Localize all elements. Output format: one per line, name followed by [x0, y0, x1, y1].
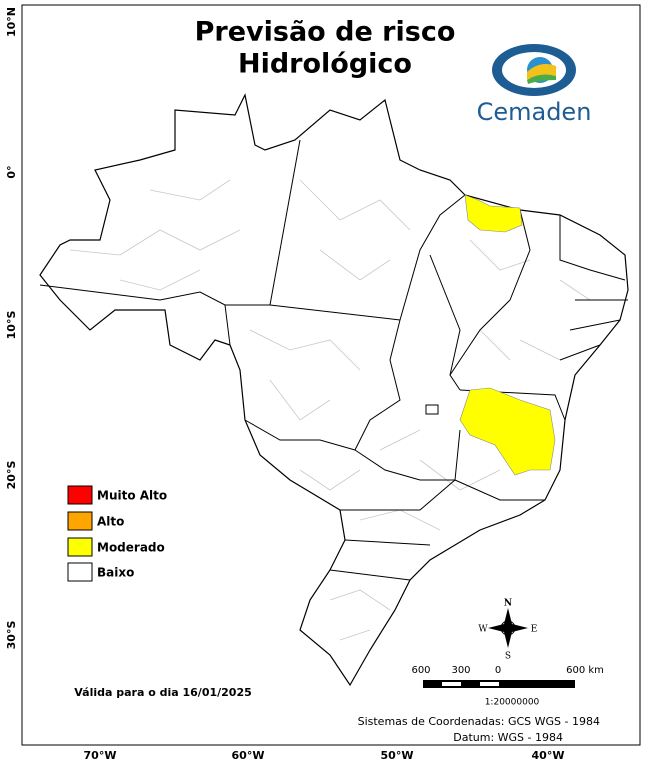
validity-date: Válida para o dia 16/01/2025 — [74, 686, 252, 699]
lat-label: 30°S — [5, 621, 18, 650]
scale-label: 600 — [411, 665, 430, 676]
logo: Cemaden — [477, 44, 592, 126]
compass-label: W — [478, 625, 488, 635]
logo-text: Cemaden — [477, 98, 592, 126]
footer-line: Sistemas de Coordenadas: GCS WGS - 1984 — [358, 715, 600, 728]
lat-label: 10°S — [5, 311, 18, 340]
state-boundaries — [39, 139, 628, 581]
lat-label: 10°N — [5, 7, 18, 37]
axis-labels: 10°N 0° 10°S 20°S 30°S 70°W 60°W 50°W 40… — [5, 7, 564, 762]
legend-label: Moderado — [97, 541, 165, 555]
lat-label: 20°S — [5, 461, 18, 490]
compass-label: N — [504, 599, 512, 609]
legend: Muito Alto Alto Moderado Baixo — [67, 485, 167, 582]
lon-label: 40°W — [532, 749, 565, 762]
legend-swatch — [67, 562, 93, 582]
footer-line: Datum: WGS - 1984 — [453, 731, 563, 744]
lon-label: 60°W — [232, 749, 265, 762]
legend-label: Baixo — [97, 566, 134, 580]
risk-region — [459, 387, 556, 476]
scale-bar: 600 300 0 600 km 1:20000000 — [411, 665, 603, 708]
title-line: Hidrológico — [238, 49, 412, 80]
legend-swatch — [67, 537, 93, 557]
compass: N S E W — [478, 599, 537, 662]
scale-label: 0 — [495, 665, 501, 676]
lon-label: 50°W — [381, 749, 414, 762]
scale-label: 300 — [451, 665, 470, 676]
legend-swatch — [67, 485, 93, 505]
legend-label: Alto — [97, 515, 124, 529]
lat-label: 0° — [5, 165, 18, 178]
risk-region — [464, 194, 523, 233]
legend-label: Muito Alto — [97, 489, 167, 503]
lon-label: 70°W — [84, 749, 117, 762]
scale-label: 600 km — [566, 665, 604, 676]
compass-label: S — [505, 652, 511, 662]
title-line: Previsão de risco — [195, 17, 456, 48]
scale-ratio: 1:20000000 — [485, 698, 540, 708]
compass-label: E — [531, 625, 538, 635]
legend-swatch — [67, 511, 93, 531]
